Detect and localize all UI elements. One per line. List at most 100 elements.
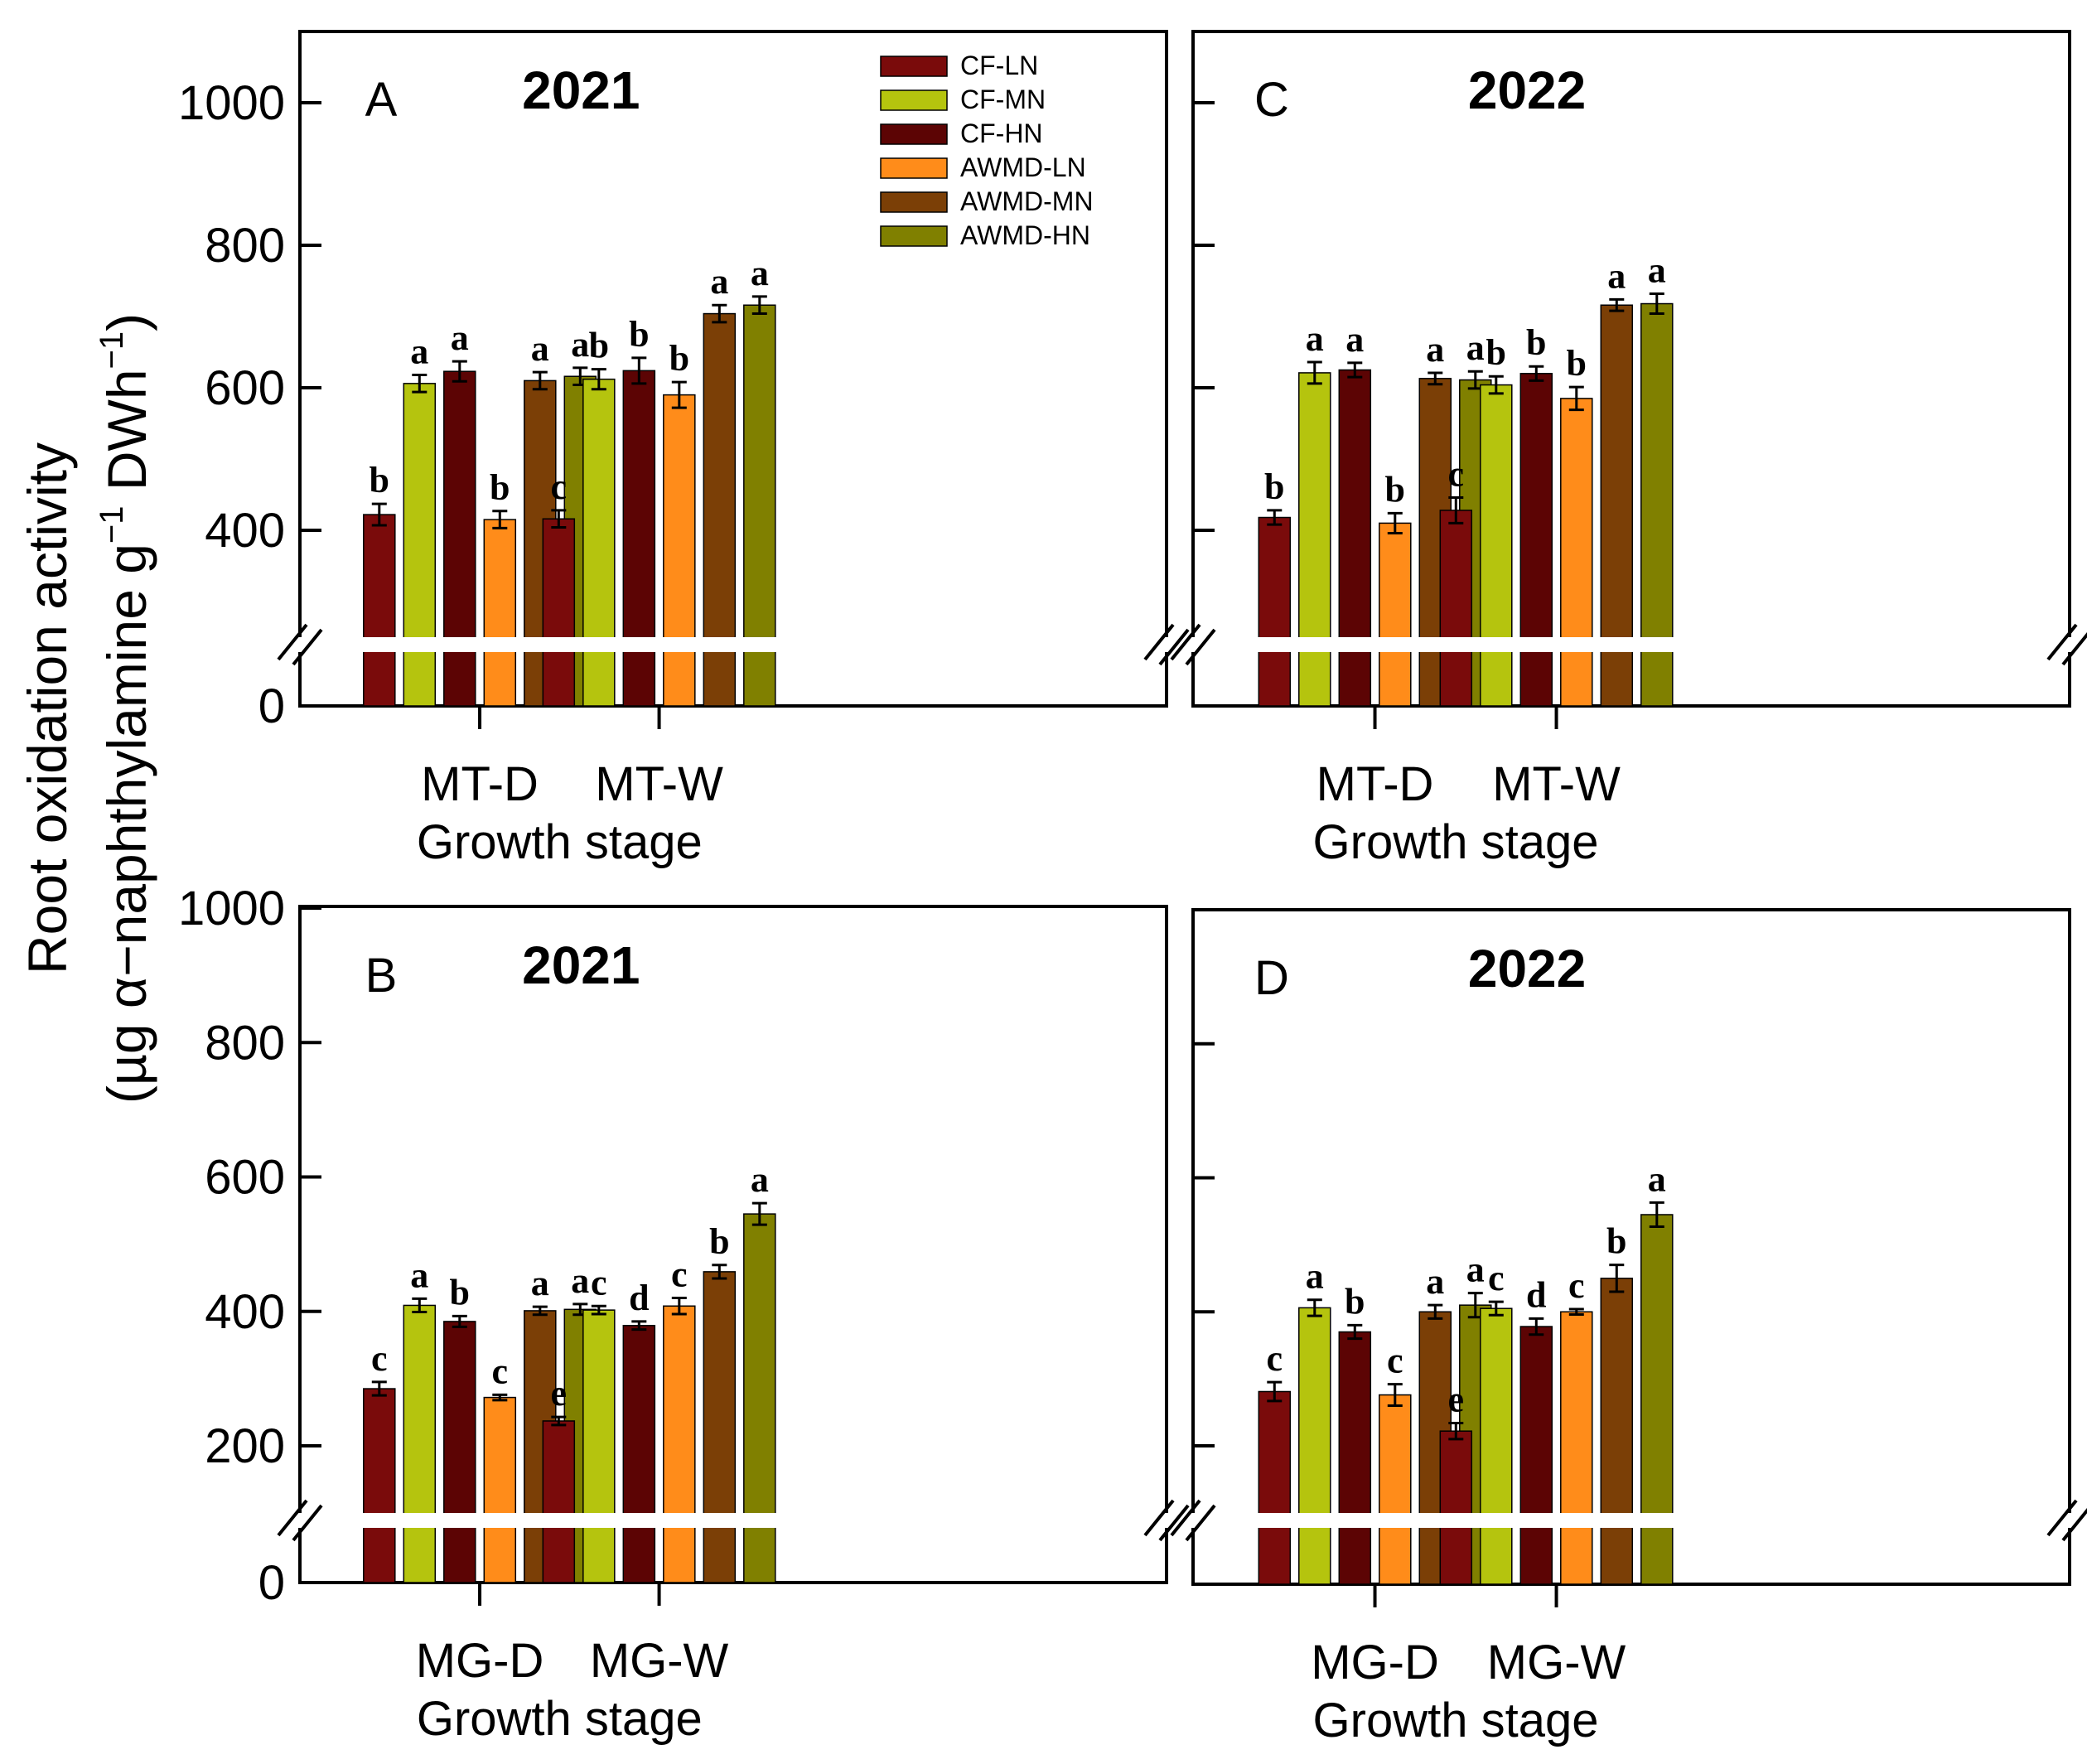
significance-letter: a [1426,1261,1444,1302]
bar [1560,398,1593,707]
significance-letter: c [551,466,568,507]
y-tick-label: 400 [205,1285,285,1339]
significance-letter: b [1526,322,1546,363]
bar-break-band [1558,1513,1594,1528]
x-tick-label: MG-D [416,1634,544,1688]
bar [1379,522,1412,707]
bar [363,514,396,707]
bar-break-band [742,637,777,652]
x-axis-title: Growth stage [1313,815,1599,869]
y-axis-title: Root oxidation activity (µg α−naphthylam… [17,313,157,1104]
x-tick-label: MT-D [1316,757,1434,811]
y-axis-title-line2: (µg α−naphthylamine g−1 DWh−1) [94,313,157,1104]
bar [443,370,476,707]
axis-break-icon [277,1499,323,1542]
bar [1338,369,1372,707]
panel-letter: D [1254,951,1289,1005]
bar [1519,373,1553,707]
significance-letter: c [1488,1258,1505,1298]
bar [403,383,437,707]
y-tick-label: 0 [258,679,285,733]
axis-break-gap [292,637,308,652]
bar-break-band [1377,1513,1413,1528]
panel-letter: A [365,73,398,127]
y-tick-label: 600 [205,1151,285,1205]
bar-break-band [361,637,397,652]
significance-letter: a [751,1159,769,1200]
bar [1379,1394,1412,1585]
significance-letter: c [1448,453,1465,494]
significance-letter: b [589,326,609,366]
y-tick-label: 1000 [178,76,285,130]
significance-letter: c [371,1338,388,1379]
axis-break-icon [277,623,323,666]
bar [1519,1326,1553,1585]
y-tick-label: 200 [205,1419,285,1473]
axis-break-slash [1170,1499,1201,1537]
x-tick-label: MT-W [595,757,723,811]
bar-break-band [1257,637,1292,652]
legend-swatch [880,157,948,179]
bar-break-band [661,637,697,652]
bar-break-band [442,637,477,652]
significance-letter: a [531,328,549,369]
axis-break-gap [292,1513,308,1528]
bar [1480,384,1513,707]
axis-break-icon [2046,1499,2087,1542]
significance-letter: c [1267,1338,1283,1379]
significance-letter: a [1306,1256,1324,1297]
bar [483,1396,517,1583]
y-tick-label: 800 [205,1016,285,1070]
bar-break-band [702,637,737,652]
bar-break-band [442,1513,477,1528]
legend-label: CF-HN [960,118,1043,148]
y-axis-title-mid: DWh [96,369,157,505]
legend-label: AWMD-LN [960,152,1086,182]
bar-break-band [661,1513,697,1528]
axis-break-slash [1185,628,1216,666]
bar [1298,372,1331,707]
bar-break-band [621,1513,657,1528]
significance-letter: b [450,1272,470,1312]
axis-break-slash [2061,1507,2087,1542]
legend-label: CF-MN [960,85,1046,114]
axis-break-slash [1143,623,1175,661]
bar-break-band [541,637,577,652]
bar [1298,1307,1331,1585]
legend-label: CF-LN [960,51,1038,80]
bar-break-band [402,637,437,652]
bar-break-band [1297,637,1332,652]
y-tick-label: 0 [258,1556,285,1610]
bar [1560,1311,1593,1585]
bar-break-band [1519,637,1554,652]
significance-letter: a [571,1260,589,1301]
x-tick-label: MG-W [1487,1636,1626,1689]
bar-break-band [1478,637,1514,652]
bar [542,518,576,707]
significance-letter: c [671,1254,688,1295]
axis-break-icon [1170,1499,1216,1542]
significance-letter: a [1648,249,1666,290]
significance-letter: b [669,338,689,379]
significance-letter: a [1648,1158,1666,1199]
x-axis-title: Growth stage [417,1692,703,1746]
significance-letter: b [629,314,649,355]
significance-letter: a [751,253,769,293]
axis-break-slash [277,1499,308,1537]
panel-letter: C [1254,73,1289,127]
bar-break-band [482,637,518,652]
axis-break-icon [1143,623,1190,666]
significance-letter: c [1387,1341,1403,1381]
bar-break-band [402,1513,437,1528]
significance-letter: a [451,317,469,358]
significance-letter: a [1345,319,1364,360]
significance-letter: a [1306,318,1324,359]
significance-letter: b [1264,466,1284,507]
x-tick-label: MT-W [1492,757,1621,811]
axis-break-gap [2061,1513,2078,1528]
panel-letter: B [365,949,398,1003]
